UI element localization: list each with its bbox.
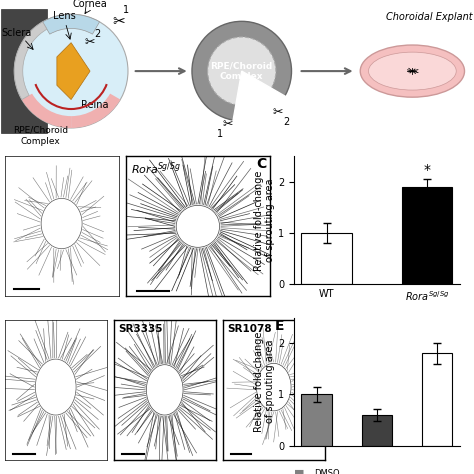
Bar: [422, 354, 452, 446]
Ellipse shape: [360, 45, 465, 97]
Wedge shape: [14, 22, 47, 100]
Circle shape: [41, 199, 82, 249]
Text: DMSO: DMSO: [314, 469, 339, 474]
Text: ✂: ✂: [222, 118, 233, 131]
Text: ✂: ✂: [112, 14, 125, 29]
Text: Choroidal Explant: Choroidal Explant: [386, 12, 473, 22]
Text: 2: 2: [283, 117, 290, 128]
Bar: [301, 394, 332, 446]
Text: *: *: [424, 163, 430, 177]
Bar: [362, 415, 392, 446]
Y-axis label: Relative fold-change
of sprouting area: Relative fold-change of sprouting area: [254, 331, 275, 432]
Bar: [301, 233, 352, 284]
Wedge shape: [233, 71, 287, 123]
Ellipse shape: [368, 52, 456, 90]
Text: 2: 2: [94, 29, 100, 39]
Circle shape: [14, 14, 128, 128]
Text: Complex: Complex: [20, 137, 60, 146]
Y-axis label: Relative fold-change
of sprouting area: Relative fold-change of sprouting area: [254, 170, 275, 271]
Circle shape: [176, 205, 219, 247]
Wedge shape: [22, 94, 71, 128]
Text: SR3335: SR3335: [118, 324, 162, 334]
Circle shape: [35, 359, 76, 415]
Circle shape: [256, 363, 291, 411]
Text: $\mathbf{\mathit{Rora}}^{Sg/Sg}$: $\mathbf{\mathit{Rora}}^{Sg/Sg}$: [131, 161, 182, 177]
Text: Lens: Lens: [53, 11, 75, 21]
Text: RPE/Choroid: RPE/Choroid: [13, 126, 68, 135]
Wedge shape: [71, 94, 120, 128]
Text: Cornea: Cornea: [73, 0, 108, 9]
Text: ✂: ✂: [85, 36, 95, 49]
Text: 1: 1: [218, 128, 223, 139]
Text: ■: ■: [294, 469, 304, 474]
Polygon shape: [57, 43, 90, 100]
Circle shape: [208, 37, 276, 105]
Polygon shape: [1, 9, 47, 133]
Text: SR1078: SR1078: [227, 324, 272, 334]
Text: Reina: Reina: [81, 100, 108, 109]
Text: ✂: ✂: [272, 106, 283, 119]
Text: 1: 1: [123, 5, 128, 16]
Text: RPE/Choroid
Complex: RPE/Choroid Complex: [210, 62, 273, 81]
Wedge shape: [43, 14, 100, 34]
Bar: [402, 187, 452, 284]
Circle shape: [192, 21, 292, 121]
Text: Sclera: Sclera: [1, 28, 32, 38]
Text: C: C: [256, 157, 266, 172]
Circle shape: [146, 365, 183, 415]
Text: E: E: [274, 319, 284, 333]
